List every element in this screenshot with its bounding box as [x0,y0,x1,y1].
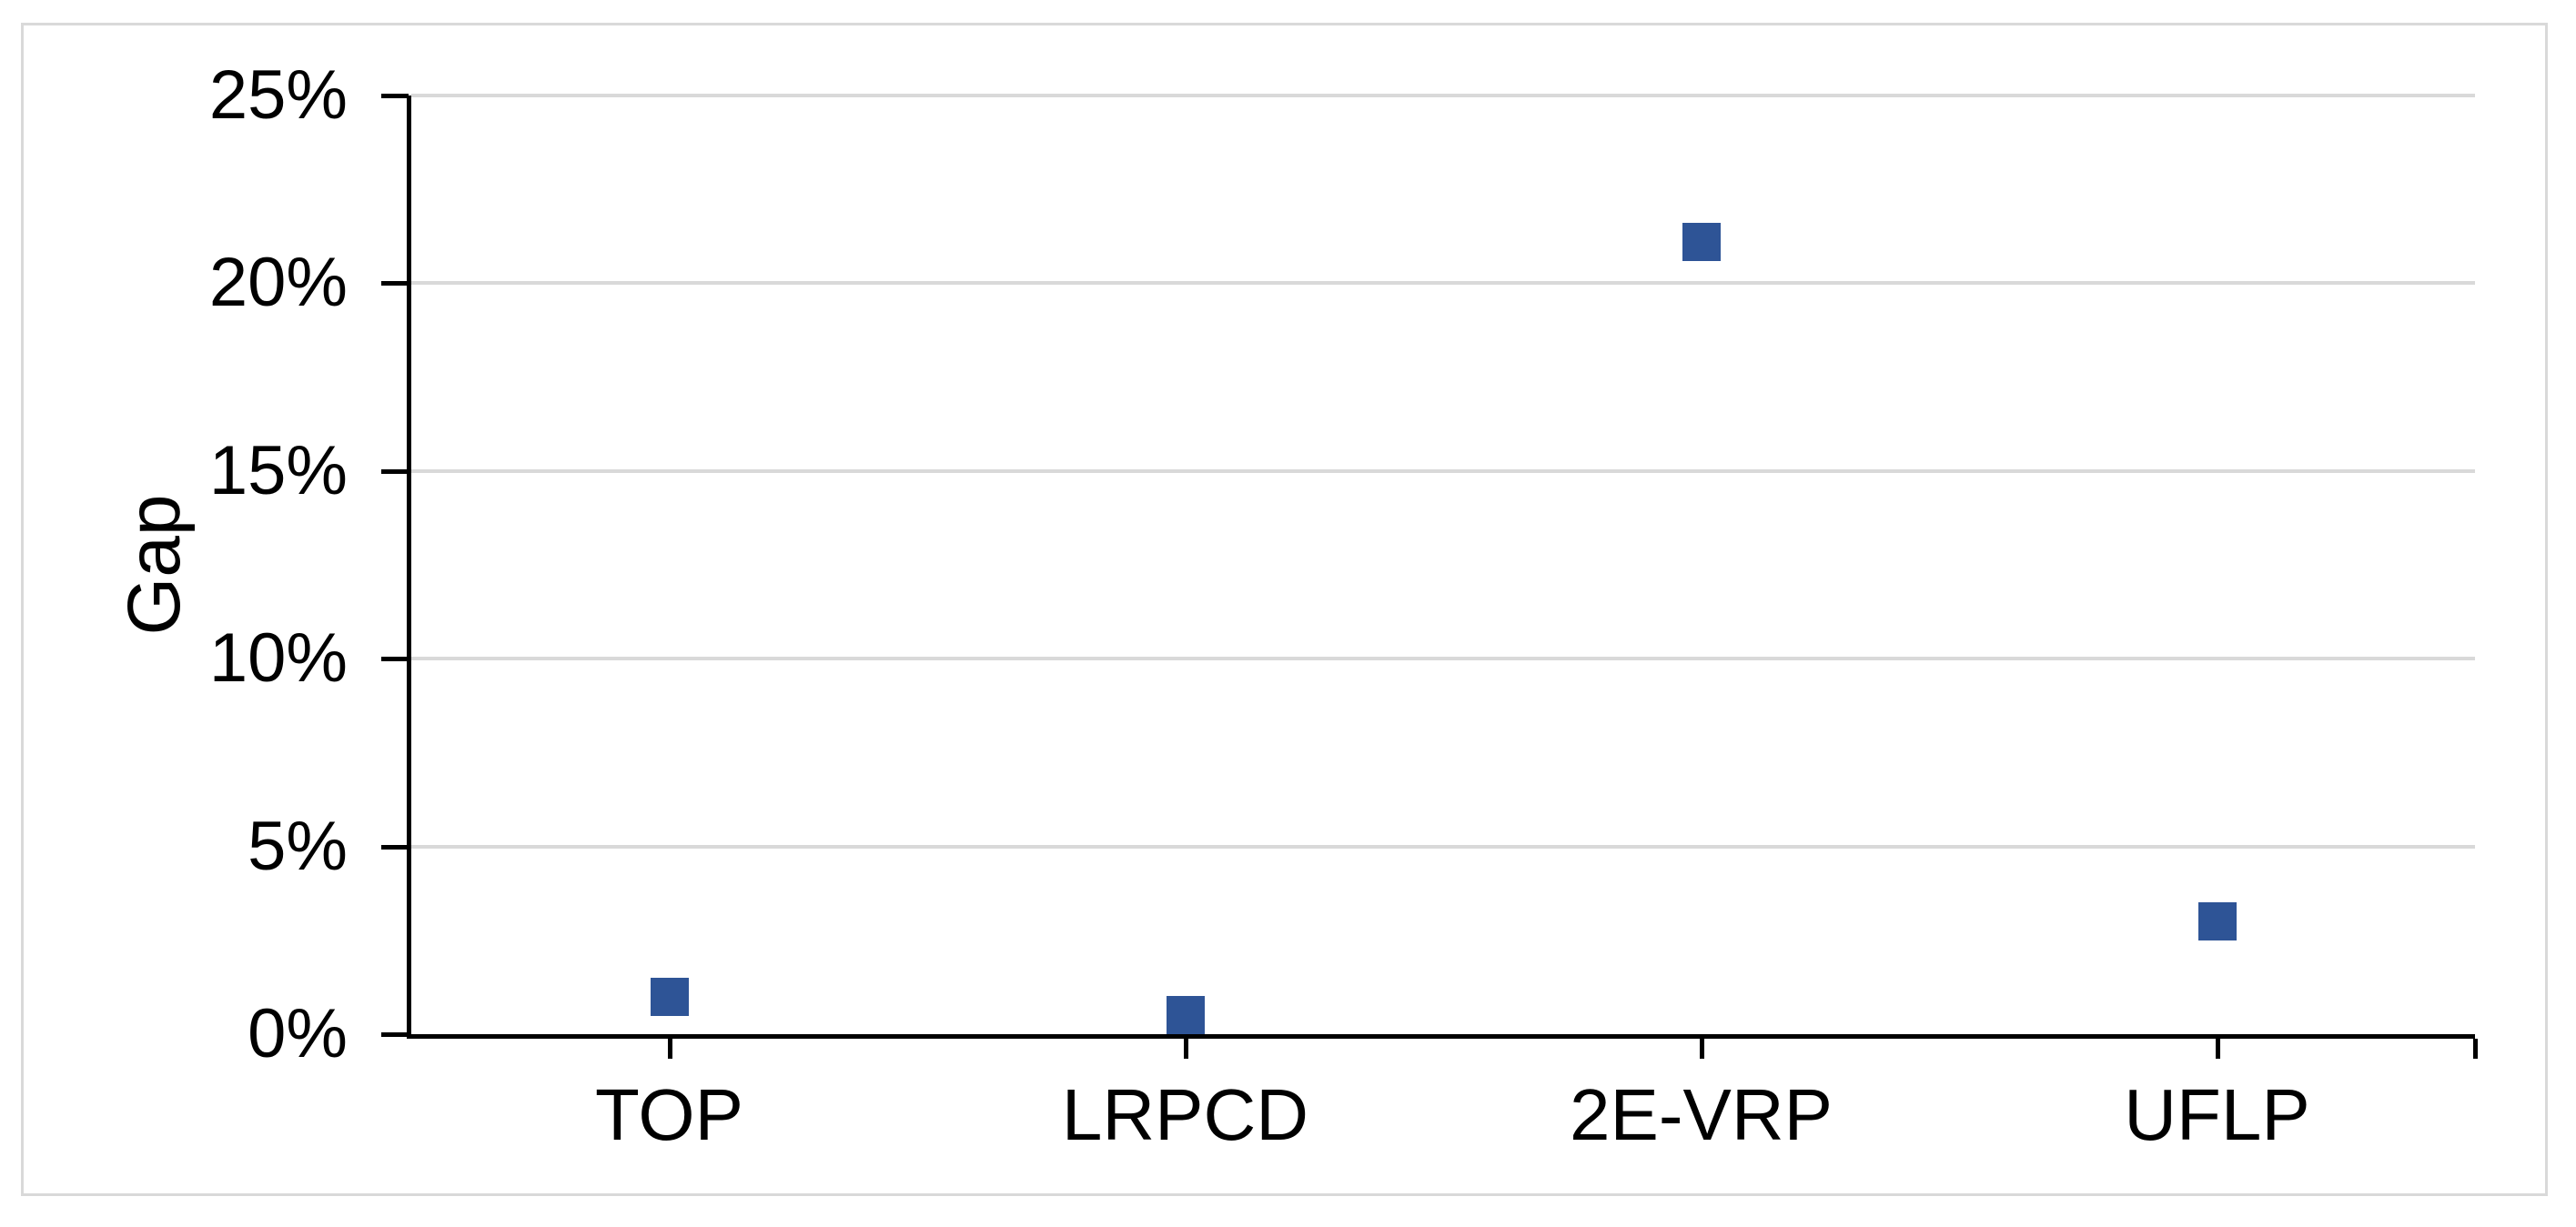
marker-top [650,977,689,1016]
gridline-20- [411,281,2475,286]
y-tick-20- [381,281,409,287]
y-axis-label-10-: 10% [208,619,348,698]
y-tick-15- [381,468,409,474]
x-axis-line [407,1034,2475,1039]
y-axis-label-25-: 25% [208,56,348,134]
gridline-10- [411,657,2475,661]
x-axis-label-2e-vrp: 2E-VRP [1570,1074,1833,1155]
x-axis-label-uflp: UFLP [2124,1074,2310,1155]
gridline-25- [411,94,2475,97]
y-tick-25- [381,94,409,98]
y-axis-label-5-: 5% [247,807,348,885]
gridline-15- [411,468,2475,473]
x-tick-2e-vrp [1699,1039,1704,1059]
y-axis-label-0-: 0% [247,995,348,1072]
marker-uflp [2197,902,2237,941]
x-tick-uflp [2215,1039,2220,1059]
gridline-5- [411,844,2475,849]
y-tick-5- [381,844,409,850]
y-axis-title: Gap [113,494,196,636]
y-axis-line [407,96,411,1039]
marker-2e-vrp [1682,222,1721,261]
x-tick-axis-end [2473,1039,2478,1059]
y-tick-0- [381,1032,409,1037]
x-tick-top [667,1039,672,1059]
x-axis-label-top: TOP [594,1074,743,1155]
y-axis-label-15-: 15% [208,431,348,509]
x-axis-label-lrpcd: LRPCD [1061,1074,1309,1155]
marker-lrpcd [1166,996,1205,1035]
x-tick-lrpcd [1183,1039,1188,1059]
y-tick-10- [381,657,409,662]
chart-frame: 0% 5% 10% 15% 20% 25% TOP LRPCD 2E-VRP UFLP Gap [21,23,2548,1196]
y-axis-label-20-: 20% [208,244,348,322]
